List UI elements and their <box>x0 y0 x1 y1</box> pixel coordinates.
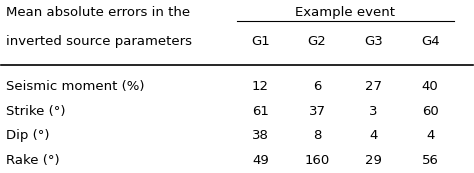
Text: 27: 27 <box>365 80 382 93</box>
Text: 60: 60 <box>422 105 438 118</box>
Text: G3: G3 <box>365 35 383 48</box>
Text: Dip (°): Dip (°) <box>6 129 50 142</box>
Text: G4: G4 <box>421 35 439 48</box>
Text: 61: 61 <box>252 105 269 118</box>
Text: 8: 8 <box>313 129 321 142</box>
Text: Mean absolute errors in the: Mean absolute errors in the <box>6 7 190 20</box>
Text: 56: 56 <box>422 154 438 167</box>
Text: 49: 49 <box>252 154 269 167</box>
Text: 12: 12 <box>252 80 269 93</box>
Text: Seismic moment (%): Seismic moment (%) <box>6 80 145 93</box>
Text: 160: 160 <box>304 154 330 167</box>
Text: Example event: Example event <box>295 7 395 20</box>
Text: inverted source parameters: inverted source parameters <box>6 35 192 48</box>
Text: 4: 4 <box>426 129 434 142</box>
Text: 29: 29 <box>365 154 382 167</box>
Text: G2: G2 <box>308 35 327 48</box>
Text: 6: 6 <box>313 80 321 93</box>
Text: 37: 37 <box>309 105 326 118</box>
Text: Strike (°): Strike (°) <box>6 105 65 118</box>
Text: Rake (°): Rake (°) <box>6 154 60 167</box>
Text: 4: 4 <box>369 129 378 142</box>
Text: 3: 3 <box>369 105 378 118</box>
Text: 40: 40 <box>422 80 438 93</box>
Text: G1: G1 <box>251 35 270 48</box>
Text: 38: 38 <box>252 129 269 142</box>
